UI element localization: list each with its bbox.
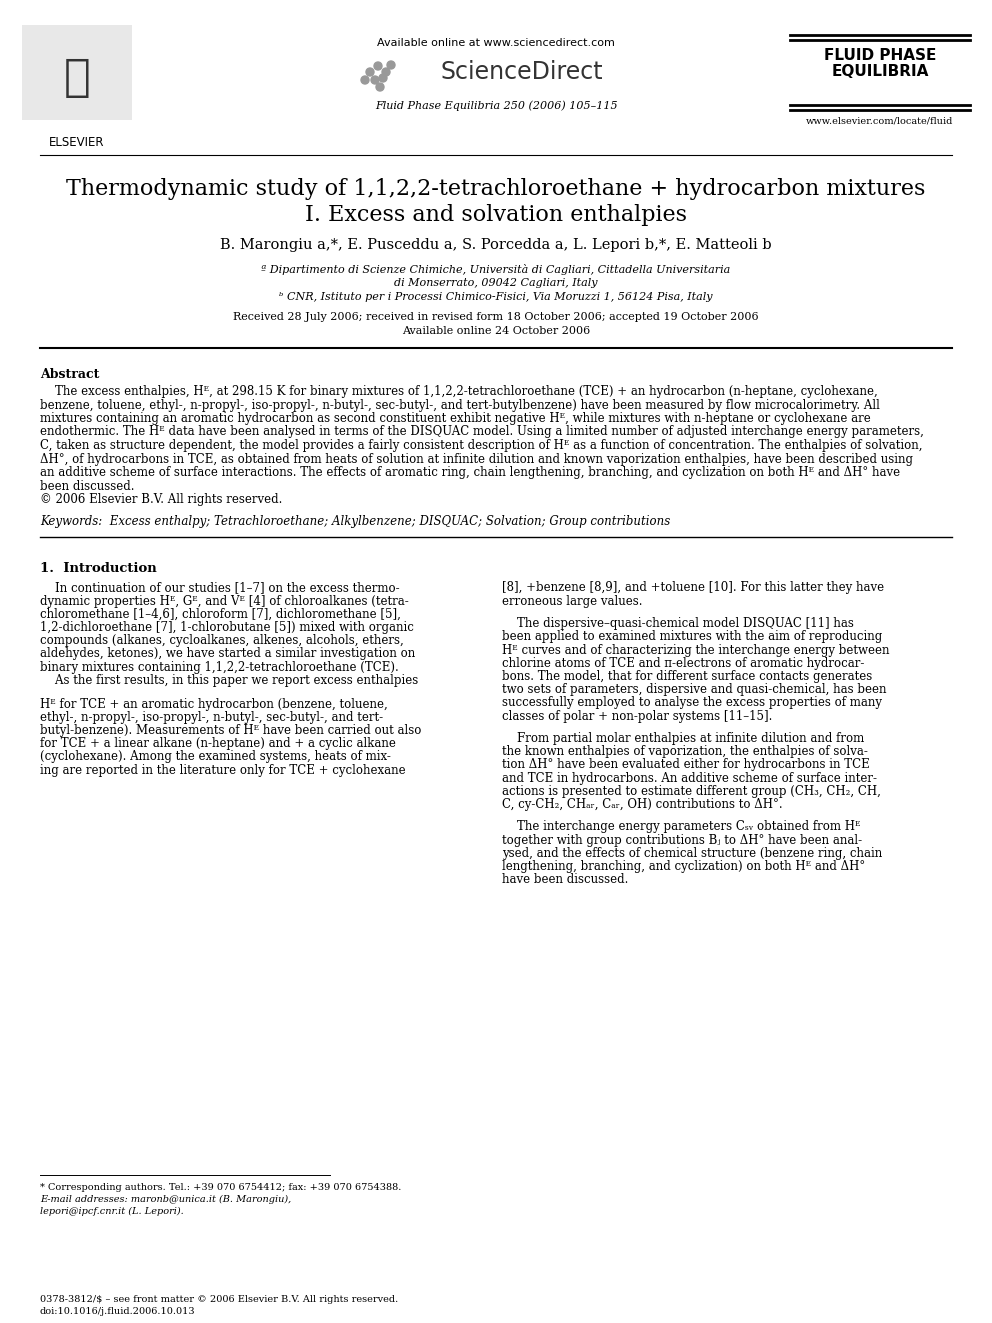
Text: © 2006 Elsevier B.V. All rights reserved.: © 2006 Elsevier B.V. All rights reserved…	[40, 493, 283, 505]
Text: for TCE + a linear alkane (n-heptane) and + a cyclic alkane: for TCE + a linear alkane (n-heptane) an…	[40, 737, 396, 750]
Text: The dispersive–quasi-chemical model DISQUAC [11] has: The dispersive–quasi-chemical model DISQ…	[502, 617, 854, 630]
Text: The excess enthalpies, Hᴱ, at 298.15 K for binary mixtures of 1,1,2,2-tetrachlor: The excess enthalpies, Hᴱ, at 298.15 K f…	[40, 385, 878, 398]
Text: FLUID PHASE
EQUILIBRIA: FLUID PHASE EQUILIBRIA	[823, 48, 936, 79]
Text: ysed, and the effects of chemical structure (benzene ring, chain: ysed, and the effects of chemical struct…	[502, 847, 882, 860]
Circle shape	[382, 67, 390, 75]
Text: chloromethane [1–4,6], chloroform [7], dichloromethane [5],: chloromethane [1–4,6], chloroform [7], d…	[40, 607, 401, 620]
Text: 1,2-dichloroethane [7], 1-chlorobutane [5]) mixed with organic: 1,2-dichloroethane [7], 1-chlorobutane […	[40, 620, 414, 634]
Text: From partial molar enthalpies at infinite dilution and from: From partial molar enthalpies at infinit…	[502, 732, 864, 745]
Text: tion ΔH° have been evaluated either for hydrocarbons in TCE: tion ΔH° have been evaluated either for …	[502, 758, 870, 771]
Text: 🌲: 🌲	[63, 56, 90, 99]
Text: 0378-3812/$ – see front matter © 2006 Elsevier B.V. All rights reserved.: 0378-3812/$ – see front matter © 2006 El…	[40, 1295, 398, 1304]
Text: butyl-benzene). Measurements of Hᴱ have been carried out also: butyl-benzene). Measurements of Hᴱ have …	[40, 724, 422, 737]
Text: lengthening, branching, and cyclization) on both Hᴱ and ΔH°: lengthening, branching, and cyclization)…	[502, 860, 865, 873]
Text: endothermic. The Hᴱ data have been analysed in terms of the DISQUAC model. Using: endothermic. The Hᴱ data have been analy…	[40, 426, 924, 438]
Text: The interchange energy parameters Cₛᵥ obtained from Hᴱ: The interchange energy parameters Cₛᵥ ob…	[502, 820, 860, 833]
Text: been discussed.: been discussed.	[40, 479, 135, 492]
Text: www.elsevier.com/locate/fluid: www.elsevier.com/locate/fluid	[806, 116, 953, 124]
Text: the known enthalpies of vaporization, the enthalpies of solva-: the known enthalpies of vaporization, th…	[502, 745, 868, 758]
Circle shape	[379, 74, 387, 82]
Text: classes of polar + non-polar systems [11–15].: classes of polar + non-polar systems [11…	[502, 709, 773, 722]
Text: ª Dipartimento di Scienze Chimiche, Università di Cagliari, Cittadella Universit: ª Dipartimento di Scienze Chimiche, Univ…	[261, 265, 731, 275]
Text: bons. The model, that for different surface contacts generates: bons. The model, that for different surf…	[502, 669, 872, 683]
Text: doi:10.1016/j.fluid.2006.10.013: doi:10.1016/j.fluid.2006.10.013	[40, 1307, 195, 1316]
Text: Hᴱ curves and of characterizing the interchange energy between: Hᴱ curves and of characterizing the inte…	[502, 643, 890, 656]
Text: ᵇ CNR, Istituto per i Processi Chimico-Fisici, Via Moruzzi 1, 56124 Pisa, Italy: ᵇ CNR, Istituto per i Processi Chimico-F…	[280, 292, 712, 302]
Text: erroneous large values.: erroneous large values.	[502, 595, 643, 607]
Circle shape	[387, 61, 395, 69]
Text: I. Excess and solvation enthalpies: I. Excess and solvation enthalpies	[305, 204, 687, 226]
Text: binary mixtures containing 1,1,2,2-tetrachloroethane (TCE).: binary mixtures containing 1,1,2,2-tetra…	[40, 660, 399, 673]
Text: ELSEVIER: ELSEVIER	[50, 136, 105, 149]
Text: (cyclohexane). Among the examined systems, heats of mix-: (cyclohexane). Among the examined system…	[40, 750, 391, 763]
Text: Thermodynamic study of 1,1,2,2-tetrachloroethane + hydrocarbon mixtures: Thermodynamic study of 1,1,2,2-tetrachlo…	[66, 179, 926, 200]
Text: compounds (alkanes, cycloalkanes, alkenes, alcohols, ethers,: compounds (alkanes, cycloalkanes, alkene…	[40, 634, 404, 647]
Text: and TCE in hydrocarbons. An additive scheme of surface inter-: and TCE in hydrocarbons. An additive sch…	[502, 771, 877, 785]
Text: Hᴱ for TCE + an aromatic hydrocarbon (benzene, toluene,: Hᴱ for TCE + an aromatic hydrocarbon (be…	[40, 697, 388, 710]
Text: dynamic properties Hᴱ, Gᴱ, and Vᴱ [4] of chloroalkanes (tetra-: dynamic properties Hᴱ, Gᴱ, and Vᴱ [4] of…	[40, 595, 409, 607]
Text: ethyl-, n-propyl-, iso-propyl-, n-butyl-, sec-butyl-, and tert-: ethyl-, n-propyl-, iso-propyl-, n-butyl-…	[40, 710, 383, 724]
Circle shape	[376, 83, 384, 91]
Text: C, cy-CH₂, CHₐᵣ, Cₐᵣ, OH) contributions to ΔH°.: C, cy-CH₂, CHₐᵣ, Cₐᵣ, OH) contributions …	[502, 798, 783, 811]
Circle shape	[374, 62, 382, 70]
Text: * Corresponding authors. Tel.: +39 070 6754412; fax: +39 070 6754388.: * Corresponding authors. Tel.: +39 070 6…	[40, 1183, 402, 1192]
Text: an additive scheme of surface interactions. The effects of aromatic ring, chain : an additive scheme of surface interactio…	[40, 466, 900, 479]
Text: E-mail addresses: maronb@unica.it (B. Marongiu),: E-mail addresses: maronb@unica.it (B. Ma…	[40, 1195, 292, 1204]
Text: chlorine atoms of TCE and π-electrons of aromatic hydrocar-: chlorine atoms of TCE and π-electrons of…	[502, 656, 864, 669]
Text: have been discussed.: have been discussed.	[502, 873, 628, 886]
Text: di Monserrato, 09042 Cagliari, Italy: di Monserrato, 09042 Cagliari, Italy	[394, 278, 598, 288]
Text: successfully employed to analyse the excess properties of many: successfully employed to analyse the exc…	[502, 696, 882, 709]
Text: ScienceDirect: ScienceDirect	[440, 60, 602, 83]
Text: 1.  Introduction: 1. Introduction	[40, 561, 157, 574]
Text: In continuation of our studies [1–7] on the excess thermo-: In continuation of our studies [1–7] on …	[40, 582, 400, 594]
Text: Fluid Phase Equilibria 250 (2006) 105–115: Fluid Phase Equilibria 250 (2006) 105–11…	[375, 101, 617, 111]
Text: ing are reported in the literature only for TCE + cyclohexane: ing are reported in the literature only …	[40, 763, 406, 777]
Text: B. Marongiu a,*, E. Pusceddu a, S. Porcedda a, L. Lepori b,*, E. Matteoli b: B. Marongiu a,*, E. Pusceddu a, S. Porce…	[220, 238, 772, 251]
Text: two sets of parameters, dispersive and quasi-chemical, has been: two sets of parameters, dispersive and q…	[502, 683, 887, 696]
Text: Keywords:  Excess enthalpy; Tetrachloroethane; Alkylbenzene; DISQUAC; Solvation;: Keywords: Excess enthalpy; Tetrachloroet…	[40, 515, 671, 528]
Text: Available online 24 October 2006: Available online 24 October 2006	[402, 325, 590, 336]
Text: aldehydes, ketones), we have started a similar investigation on: aldehydes, ketones), we have started a s…	[40, 647, 416, 660]
Text: lepori@ipcf.cnr.it (L. Lepori).: lepori@ipcf.cnr.it (L. Lepori).	[40, 1207, 184, 1216]
Circle shape	[366, 67, 374, 75]
Text: ΔH°, of hydrocarbons in TCE, as obtained from heats of solution at infinite dilu: ΔH°, of hydrocarbons in TCE, as obtained…	[40, 452, 913, 466]
Text: Available online at www.sciencedirect.com: Available online at www.sciencedirect.co…	[377, 38, 615, 48]
Circle shape	[361, 75, 369, 83]
Text: actions is presented to estimate different group (CH₃, CH₂, CH,: actions is presented to estimate differe…	[502, 785, 881, 798]
Text: been applied to examined mixtures with the aim of reproducing: been applied to examined mixtures with t…	[502, 630, 882, 643]
Text: together with group contributions Bⱼ to ΔH° have been anal-: together with group contributions Bⱼ to …	[502, 833, 862, 847]
Text: Abstract: Abstract	[40, 368, 99, 381]
Text: [8], +benzene [8,9], and +toluene [10]. For this latter they have: [8], +benzene [8,9], and +toluene [10]. …	[502, 582, 884, 594]
Text: As the first results, in this paper we report excess enthalpies: As the first results, in this paper we r…	[40, 673, 419, 687]
Text: C, taken as structure dependent, the model provides a fairly consistent descript: C, taken as structure dependent, the mod…	[40, 439, 923, 452]
Text: Received 28 July 2006; received in revised form 18 October 2006; accepted 19 Oct: Received 28 July 2006; received in revis…	[233, 312, 759, 321]
Text: mixtures containing an aromatic hydrocarbon as second constituent exhibit negati: mixtures containing an aromatic hydrocar…	[40, 411, 871, 425]
Bar	[22, 25, 132, 120]
Circle shape	[371, 75, 379, 83]
Text: benzene, toluene, ethyl-, n-propyl-, iso-propyl-, n-butyl-, sec-butyl-, and tert: benzene, toluene, ethyl-, n-propyl-, iso…	[40, 398, 880, 411]
